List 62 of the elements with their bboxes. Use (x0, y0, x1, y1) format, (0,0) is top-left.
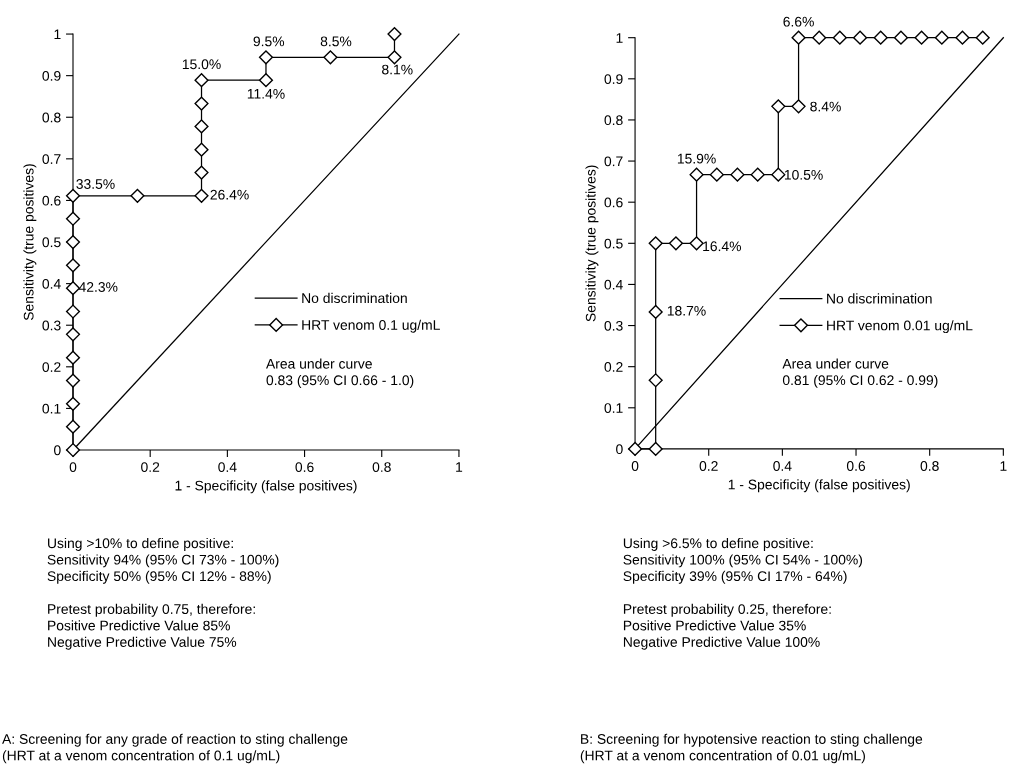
x-tick-label: 1 (1000, 461, 1007, 471)
text: A: Screening for any grade of reaction to sting challenge (HRT at a venom concentration of 0.1 ug/mL) (2, 733, 348, 764)
y-tick-label: 0.3 (604, 320, 623, 331)
annotation: 8.4% (810, 101, 841, 112)
y-tick-label: 0.2 (42, 362, 61, 372)
annotation: 18.7% (667, 305, 706, 316)
legend-label: HRT venom 0.01 ug/mL (827, 320, 973, 334)
x-tick-label: 0.2 (141, 462, 160, 473)
annotation: 9.5% (253, 36, 285, 47)
y-tick-label: 0.9 (42, 70, 61, 81)
annotation: 10.5% (784, 169, 823, 180)
y-tick-label: 0.1 (604, 403, 623, 413)
y-tick-label: 0.1 (42, 403, 61, 414)
y-tick-label: 0.9 (604, 74, 623, 84)
y-tick-label: 0.7 (42, 154, 61, 165)
y-tick-label: 0.3 (42, 320, 61, 331)
annotation: Area under curve 0.81 (95% CI 0.62 - 0.99) (782, 358, 938, 388)
legend-label: HRT venom 0.1 ug/mL (302, 319, 440, 333)
y-tick-label: 0 (54, 445, 61, 456)
x-tick-label: 0.8 (372, 462, 391, 473)
y-tick-label: 0.8 (42, 112, 61, 123)
y-axis-title: Sensitivity (true positives) (585, 165, 599, 322)
y-tick-label: 0.5 (42, 237, 61, 248)
y-axis-title: Sensitivity (true positives) (23, 164, 37, 321)
y-tick-label: 0.5 (604, 238, 623, 249)
x-axis-title: 1 - Specificity (false positives) (728, 479, 910, 493)
y-tick-label: 0 (616, 444, 623, 455)
annotation: Area under curve 0.83 (95% CI 0.66 - 1.0) (266, 358, 414, 388)
annotation: 8.1% (382, 64, 413, 75)
annotation: 15.0% (182, 59, 221, 70)
y-tick-label: 1 (616, 33, 623, 43)
x-tick-label: 0.6 (295, 462, 314, 473)
legend-label: No discrimination (827, 293, 932, 304)
annotation: 42.3% (78, 282, 118, 292)
x-tick-label: 0.2 (699, 461, 718, 471)
y-tick-label: 0.6 (604, 197, 623, 208)
annotation: 8.5% (320, 36, 352, 47)
y-tick-label: 0.7 (604, 156, 623, 167)
text: Using >10% to define positive: Sensitivity 94% (95% CI 73% - 100%) Specificity 50% (95% CI 12% - 88%) Pretest probability 0.75, therefore: Positive Predictive Value 85% Negative Predictive Value 75% (47, 537, 279, 650)
annotation: 15.9% (677, 153, 716, 164)
annotation: 6.6% (783, 16, 814, 27)
x-tick-label: 1 (456, 462, 463, 472)
y-tick-label: 0.4 (42, 278, 61, 289)
annotation: 33.5% (76, 179, 115, 189)
text: Using >6.5% to define positive: Sensitivity 100% (95% CI 54% - 100%) Specificity 39% (95% CI 17% - 64%) Pretest probability 0.25, therefore: Positive Predictive Value 35% Negative Predictive Value 100% (623, 537, 863, 650)
x-tick-label: 0.6 (846, 461, 866, 471)
y-tick-label: 1 (54, 29, 61, 40)
x-tick-label: 0 (631, 461, 639, 471)
y-tick-label: 0.8 (604, 115, 623, 126)
legend-label: No discrimination (302, 292, 407, 304)
x-axis-title: 1 - Specificity (false positives) (175, 480, 357, 494)
text: B: Screening for hypotensive reaction to sting challenge (HRT at a venom concentration of 0.01 ug/mL) (580, 733, 923, 764)
y-tick-label: 0.6 (42, 195, 61, 206)
annotation: 16.4% (703, 241, 742, 252)
x-tick-label: 0.8 (920, 461, 939, 471)
x-tick-label: 0.4 (773, 461, 792, 471)
annotation: 11.4% (247, 88, 285, 99)
x-tick-label: 0.4 (218, 462, 237, 473)
x-tick-label: 0 (69, 462, 77, 473)
y-tick-label: 0.4 (604, 279, 623, 290)
annotation: 26.4% (210, 189, 249, 200)
y-tick-label: 0.2 (604, 362, 623, 372)
